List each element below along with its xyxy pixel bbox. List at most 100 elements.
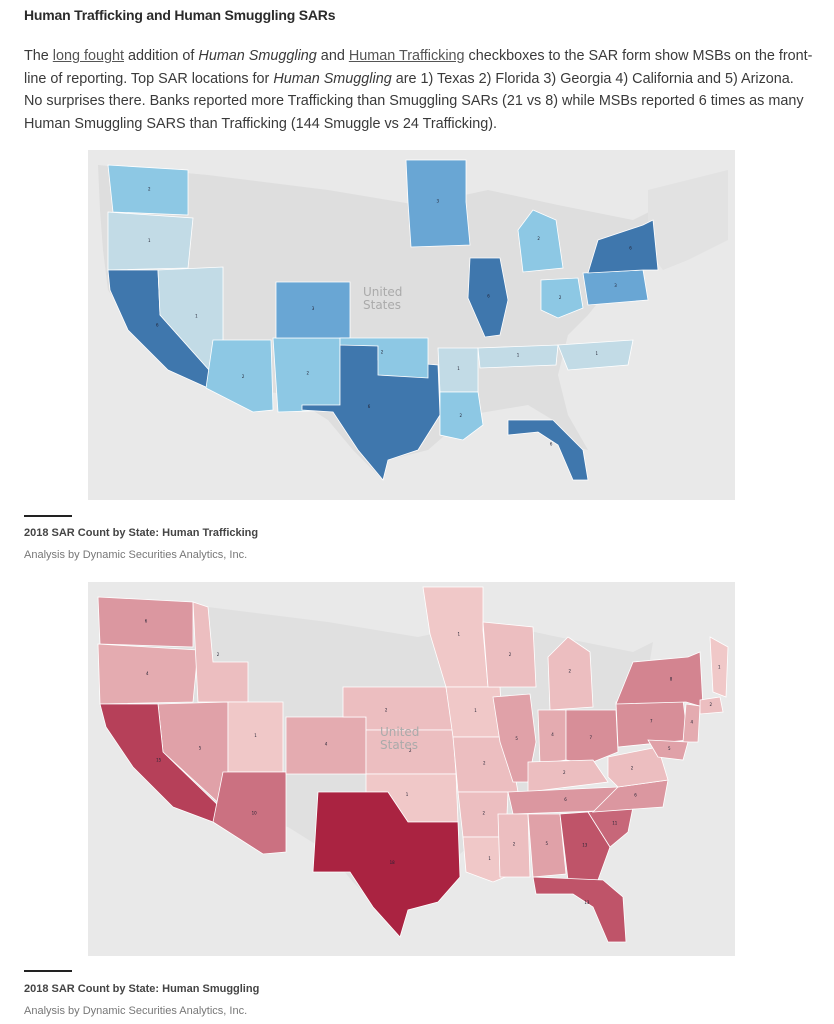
state-value-label: 6 [564, 797, 567, 802]
state-wi[interactable] [482, 621, 537, 688]
state-me[interactable] [709, 636, 729, 698]
state-wa[interactable] [97, 596, 194, 648]
state-az[interactable] [205, 339, 274, 413]
state-id[interactable] [192, 601, 249, 703]
state-value-label: 6 [634, 793, 637, 798]
trafficking-map: 2 1 6 1 2 2 3 6 2 3 6 2 2 3 6 1 2 6 1 1 United States [88, 150, 735, 500]
state-al[interactable] [527, 813, 567, 878]
state-ms[interactable] [497, 813, 531, 878]
country-label-line1: United [363, 285, 402, 299]
state-oh[interactable] [565, 709, 619, 765]
state-value-label: 2 [709, 702, 712, 707]
state-value-label: 1 [458, 631, 461, 636]
state-or[interactable] [97, 643, 199, 705]
state-value-label: 1 [718, 664, 721, 669]
state-value-label: 6 [629, 246, 632, 251]
state-value-label: 6 [368, 404, 371, 409]
state-value-label: 5 [545, 841, 548, 846]
state-value-label: 1 [517, 353, 520, 358]
country-label-line1: United [380, 725, 419, 739]
state-value-label: 6 [550, 441, 553, 446]
smuggling-map: 6 4 2 5 1 15 10 4 2 2 1 18 1 1 2 2 1 2 5 2 4 7 2 6 2 5 13 13 11 6 2 7 8 4… [88, 582, 735, 956]
state-value-label: 2 [569, 669, 572, 674]
state-value-label: 1 [195, 313, 198, 318]
state-ny[interactable] [587, 219, 659, 274]
state-value-label: 2 [509, 652, 512, 657]
state-value-label: 7 [590, 735, 593, 740]
state-value-label: 7 [650, 718, 653, 723]
state-nc[interactable] [557, 339, 634, 371]
state-mn[interactable] [405, 159, 471, 248]
country-label-line2: States [363, 298, 401, 312]
state-mi[interactable] [547, 636, 594, 711]
state-ma[interactable] [699, 696, 724, 715]
state-la[interactable] [439, 391, 484, 441]
state-value-label: 2 [306, 371, 309, 376]
state-ky[interactable] [527, 759, 609, 793]
state-value-label: 4 [325, 742, 328, 747]
state-value-label: 13 [584, 900, 590, 905]
state-value-label: 18 [390, 860, 396, 865]
state-value-label: 5 [668, 746, 671, 751]
state-value-label: 2 [381, 349, 384, 354]
map-credit: Analysis by Dynamic Securities Analytics… [24, 1005, 248, 1017]
state-value-label: 6 [156, 323, 159, 328]
state-tn[interactable] [477, 344, 559, 369]
state-value-label: 1 [148, 238, 151, 243]
state-ga[interactable] [559, 811, 611, 881]
intro-paragraph: The long fought addition of Human Smuggl… [24, 48, 813, 132]
map-caption: 2018 SAR Count by State: Human Trafficki… [24, 527, 259, 539]
state-mi[interactable] [517, 209, 564, 273]
state-value-label: 15 [156, 758, 162, 763]
state-value-label: 8 [670, 677, 673, 682]
state-value-label: 2 [563, 770, 566, 775]
state-il[interactable] [467, 257, 509, 338]
state-value-label: 2 [631, 766, 634, 771]
state-value-label: 2 [537, 236, 540, 241]
state-tx[interactable] [312, 791, 461, 938]
state-value-label: 2 [217, 652, 220, 657]
state-value-label: 2 [409, 748, 412, 753]
state-value-label: 4 [551, 732, 554, 737]
state-value-label: 10 [252, 810, 258, 815]
state-value-label: 2 [559, 295, 562, 300]
state-value-label: 11 [612, 821, 618, 826]
state-value-label: 2 [148, 187, 151, 192]
map-credit: Analysis by Dynamic Securities Analytics… [24, 549, 248, 561]
state-md[interactable] [647, 739, 689, 761]
state-value-label: 3 [437, 199, 440, 204]
state-value-label: 1 [406, 792, 409, 797]
state-fl[interactable] [507, 419, 589, 481]
state-value-label: 2 [385, 707, 388, 712]
state-value-label: 1 [254, 733, 257, 738]
state-value-label: 1 [474, 708, 477, 713]
state-value-label: 2 [242, 374, 245, 379]
country-label-line2: States [380, 738, 418, 752]
state-or[interactable] [107, 211, 194, 271]
state-value-label: 4 [690, 720, 693, 725]
state-value-label: 13 [582, 843, 588, 848]
caption-rule [24, 515, 72, 517]
state-value-label: 3 [614, 283, 617, 288]
state-nj[interactable] [682, 703, 701, 743]
state-va[interactable] [607, 746, 669, 788]
state-value-label: 2 [460, 413, 463, 418]
state-value-label: 1 [595, 351, 598, 356]
state-value-label: 2 [483, 761, 486, 766]
human-trafficking-link[interactable]: Human Trafficking [348, 48, 465, 64]
state-value-label: 5 [199, 745, 202, 750]
long-fought-link[interactable]: long fought [52, 48, 125, 64]
state-value-label: 1 [488, 856, 491, 861]
state-ok[interactable] [339, 337, 429, 379]
state-oh[interactable] [540, 277, 584, 319]
state-az[interactable] [212, 771, 287, 855]
state-value-label: 6 [145, 619, 148, 624]
state-value-label: 2 [513, 842, 516, 847]
map-caption: 2018 SAR Count by State: Human Smuggling [24, 983, 260, 995]
state-value-label: 4 [146, 671, 149, 676]
state-in[interactable] [537, 709, 567, 765]
state-fl[interactable] [532, 876, 627, 943]
state-wa[interactable] [107, 164, 189, 216]
state-value-label: 3 [312, 306, 315, 311]
state-value-label: 6 [487, 294, 490, 299]
